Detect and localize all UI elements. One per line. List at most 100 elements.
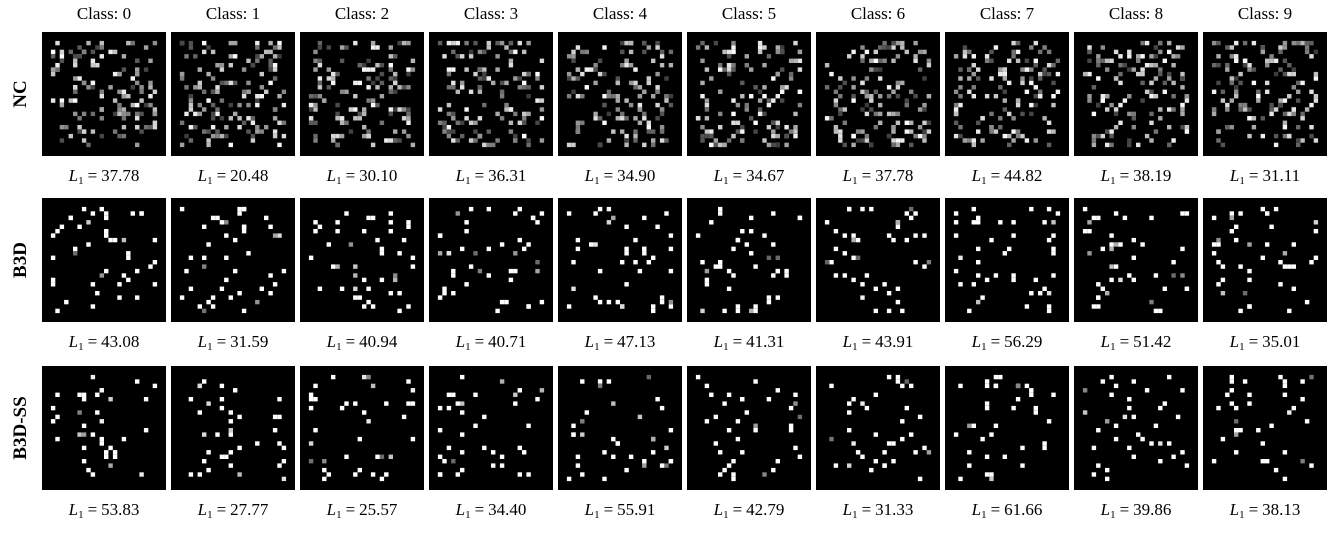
pixel [705, 134, 709, 138]
pixel [598, 384, 602, 388]
metric-symbol: L [1100, 166, 1110, 185]
pixel [655, 103, 659, 107]
pixel [77, 54, 81, 58]
pixel [638, 94, 642, 98]
pixel [647, 375, 651, 379]
pixel [82, 397, 86, 401]
pixel [1056, 72, 1060, 76]
metric-subscript: 1 [594, 175, 600, 187]
pixel [727, 463, 731, 467]
pixel [1167, 50, 1171, 54]
pixel [353, 401, 357, 405]
pixel [616, 81, 620, 85]
pixel [229, 295, 233, 299]
pixel [843, 273, 847, 277]
pixel [340, 45, 344, 49]
pixel [660, 107, 664, 111]
pixel [851, 94, 855, 98]
pixel [344, 455, 348, 459]
pixel [246, 81, 250, 85]
metric-symbol: L [197, 166, 207, 185]
pixel [900, 419, 904, 423]
pixel [86, 468, 90, 472]
pixel [851, 50, 855, 54]
pixel [856, 450, 860, 454]
pixel [51, 406, 55, 410]
pixel [767, 54, 771, 58]
pixel [451, 112, 455, 116]
pixel [211, 112, 215, 116]
pixel [153, 384, 157, 388]
pixel [705, 129, 709, 133]
pixel [1278, 50, 1282, 54]
pixel [91, 304, 95, 308]
pixel [1274, 207, 1278, 211]
pixel [834, 229, 838, 233]
pixel [771, 98, 775, 102]
pixel [918, 134, 922, 138]
pixel [1140, 72, 1144, 76]
pixel [224, 81, 228, 85]
pixel [389, 107, 393, 111]
pixel [518, 207, 522, 211]
pixel [998, 116, 1002, 120]
pixel [602, 103, 606, 107]
pixel [144, 428, 148, 432]
pixel [696, 375, 700, 379]
metric-subscript: 1 [207, 175, 213, 187]
pixel [442, 129, 446, 133]
pixel [375, 103, 379, 107]
pixel [1287, 94, 1291, 98]
pixel [51, 98, 55, 102]
score-value: 35.01 [1262, 332, 1300, 351]
pixel [220, 134, 224, 138]
pixel [1314, 50, 1318, 54]
metric-subscript: 1 [78, 341, 84, 353]
pixel [1114, 76, 1118, 80]
score-value: 44.82 [1004, 166, 1042, 185]
pixel [233, 41, 237, 45]
pixel [834, 98, 838, 102]
pixel [198, 410, 202, 414]
image-background [816, 198, 940, 322]
pixel [353, 41, 357, 45]
pixel [1247, 393, 1251, 397]
pixel [393, 90, 397, 94]
pixel [633, 67, 637, 71]
pixel [874, 59, 878, 63]
pixel [1238, 264, 1242, 268]
pixel [1003, 90, 1007, 94]
pixel [518, 85, 522, 89]
pixel [1300, 397, 1304, 401]
pixel [651, 138, 655, 142]
pixel [309, 94, 313, 98]
pixel [771, 273, 775, 277]
pixel [567, 477, 571, 481]
pixel [571, 59, 575, 63]
score-label: L1=34.67 [713, 166, 785, 187]
pixel [211, 216, 215, 220]
pixel [874, 309, 878, 313]
pixel [135, 269, 139, 273]
pixel [1225, 63, 1229, 67]
pixel [771, 211, 775, 215]
pixel [91, 211, 95, 215]
pixel [664, 446, 668, 450]
pixel [727, 50, 731, 54]
pixel [82, 424, 86, 428]
pixel [1020, 463, 1024, 467]
pixel [740, 229, 744, 233]
pixel [1047, 72, 1051, 76]
pixel [1309, 90, 1313, 94]
pixel [117, 107, 121, 111]
pixel [638, 107, 642, 111]
pixel [473, 138, 477, 142]
column-header: Class: 8 [1109, 4, 1163, 23]
pixel [438, 295, 442, 299]
score-value: 31.33 [875, 500, 913, 519]
pixel [776, 388, 780, 392]
pixel [273, 54, 277, 58]
pixel [593, 63, 597, 67]
pixel [1016, 397, 1020, 401]
pixel [753, 121, 757, 125]
